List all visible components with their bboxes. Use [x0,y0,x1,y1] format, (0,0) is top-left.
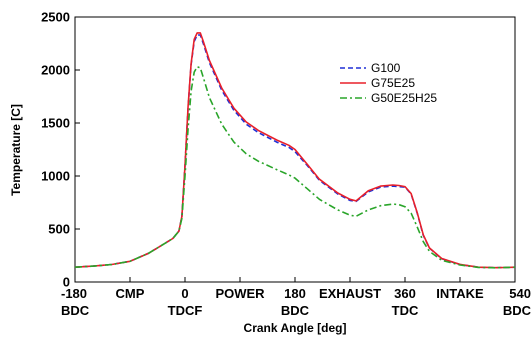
x-tick-label: EXHAUST [319,286,381,301]
x-tick-label: -180 [61,286,87,301]
y-tick-label: 0 [63,275,70,290]
y-axis: 0 500 1000 1500 2000 2500 [41,10,80,290]
x-tick-label: 360 [394,286,416,301]
y-tick-label: 2000 [41,63,70,78]
y-tick-label: 1000 [41,169,70,184]
x-tick-label: 0 [181,286,188,301]
x-tick-label: CMP [116,286,145,301]
x-tick-label: 540 [509,286,531,301]
x-tick-label: TDCF [168,303,203,318]
x-tick-label: 180 [284,286,306,301]
x-tick-label: BDC [61,303,90,318]
legend-label: G75E25 [371,76,415,90]
x-tick-label: BDC [503,303,531,318]
series-lines [74,32,516,269]
x-axis: -180 BDC CMP 0 TDCF POWER 180 BDC EXHAUST 360 TDC I… [61,277,531,318]
y-tick-label: 2500 [41,10,70,25]
legend-label: G50E25H25 [371,91,437,105]
x-tick-label: TDC [392,303,419,318]
y-tick-label: 500 [48,222,70,237]
y-axis-title: Temperature [C] [9,104,23,196]
x-axis-title: Crank Angle [deg] [244,321,347,335]
series-line-g50e25h25 [74,66,516,269]
y-tick-label: 1500 [41,116,70,131]
series-line-g100 [74,34,516,269]
x-tick-label: INTAKE [436,286,484,301]
x-tick-label: POWER [215,286,265,301]
x-tick-label: BDC [281,303,310,318]
legend-label: G100 [371,61,401,75]
series-line-g75e25 [74,32,516,269]
